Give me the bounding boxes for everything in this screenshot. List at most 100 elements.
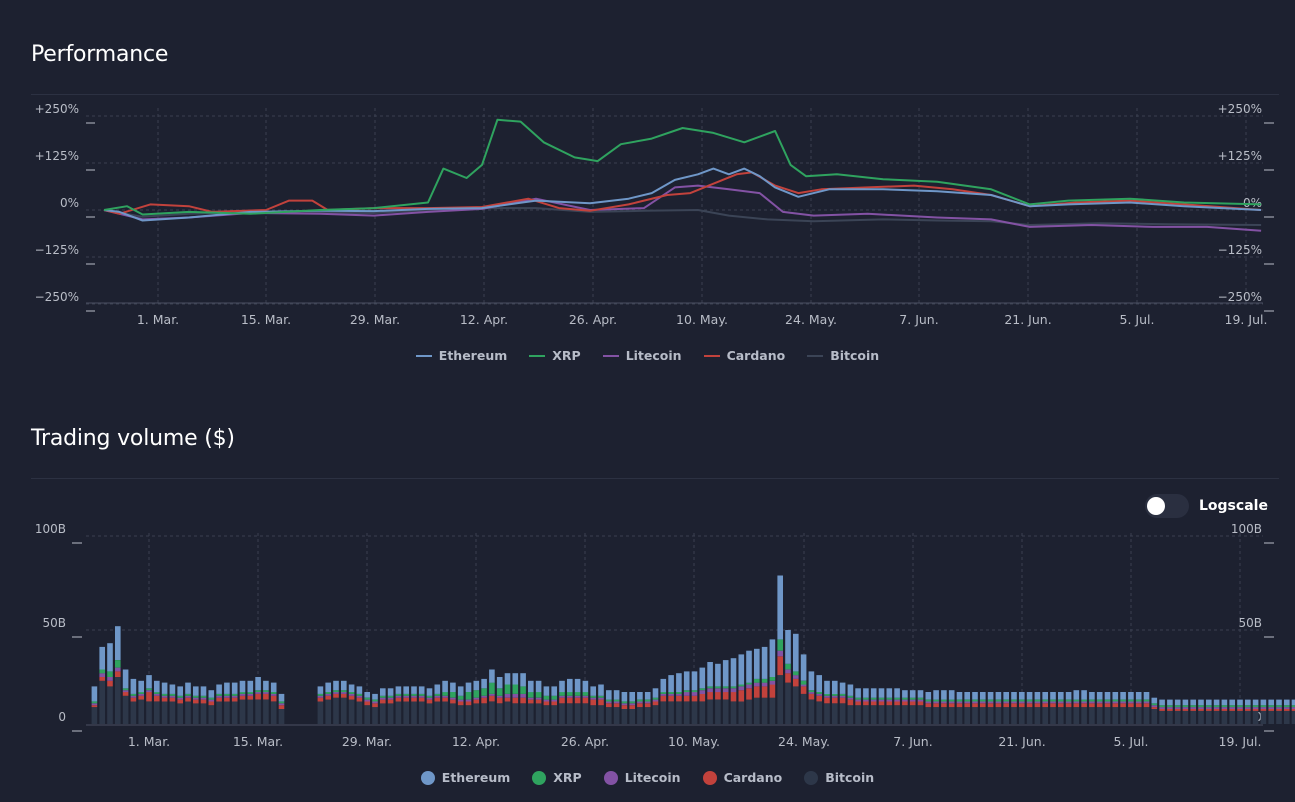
bar-segment-ethereum bbox=[606, 690, 612, 700]
bar-segment-xrp bbox=[1190, 705, 1196, 708]
bar-segment-cardano bbox=[193, 699, 199, 704]
bar-segment-ethereum bbox=[154, 680, 160, 693]
bar-segment-bitcoin bbox=[504, 701, 511, 724]
bar-segment-bitcoin bbox=[1159, 710, 1165, 724]
bar-segment-xrp bbox=[1019, 699, 1025, 702]
legend-item-litecoin[interactable]: Litecoin bbox=[602, 348, 682, 363]
bar-segment-litecoin bbox=[761, 682, 768, 687]
bar-segment-litecoin bbox=[1003, 701, 1009, 704]
bar-segment-litecoin bbox=[208, 699, 215, 702]
bar-segment-ethereum bbox=[411, 686, 417, 694]
bar-segment-bitcoin bbox=[1143, 707, 1150, 724]
bar-segment-cardano bbox=[1096, 703, 1103, 708]
bar-segment-litecoin bbox=[348, 693, 355, 696]
legend-item-cardano[interactable]: Cardano bbox=[703, 348, 786, 363]
volume-legend: Ethereum XRP Litecoin Cardano Bitcoin bbox=[0, 770, 1295, 785]
bar-segment-cardano bbox=[1065, 703, 1072, 708]
legend-item-xrp[interactable]: XRP bbox=[529, 348, 581, 363]
bar-segment-xrp bbox=[325, 692, 331, 694]
legend-item-ethereum[interactable]: Ethereum bbox=[415, 348, 507, 363]
bar-segment-litecoin bbox=[1034, 701, 1041, 704]
bar-segment-cardano bbox=[278, 705, 285, 709]
bar-segment-litecoin bbox=[987, 701, 994, 704]
bar-segment-xrp bbox=[1011, 699, 1017, 702]
bar-segment-ethereum bbox=[925, 692, 932, 700]
bar-segment-litecoin bbox=[107, 677, 113, 681]
legend-item-litecoin[interactable]: Litecoin bbox=[603, 770, 681, 785]
bar-segment-cardano bbox=[512, 697, 519, 704]
bar-segment-litecoin bbox=[450, 697, 456, 700]
bar-segment-ethereum bbox=[987, 692, 994, 700]
bar-segment-ethereum bbox=[870, 688, 877, 698]
bar-segment-xrp bbox=[348, 692, 355, 694]
bar-segment-cardano bbox=[1198, 709, 1204, 711]
bar-segment-cardano bbox=[832, 697, 838, 704]
bar-segment-ethereum bbox=[972, 692, 978, 700]
bar-segment-cardano bbox=[1042, 703, 1048, 708]
bar-segment-cardano bbox=[224, 697, 230, 702]
bar-segment-cardano bbox=[138, 695, 144, 700]
bar-segment-ethereum bbox=[1276, 699, 1282, 706]
logscale-switch[interactable] bbox=[1145, 494, 1189, 518]
y-tick-label-left: −125% bbox=[35, 243, 79, 257]
bar-segment-litecoin bbox=[691, 692, 698, 696]
legend-item-xrp[interactable]: XRP bbox=[532, 770, 582, 785]
bar-segment-ethereum bbox=[917, 690, 924, 698]
bar-segment-litecoin bbox=[1245, 707, 1251, 709]
bar-segment-cardano bbox=[520, 697, 526, 704]
legend-item-bitcoin[interactable]: Bitcoin bbox=[807, 348, 879, 363]
bar-segment-ethereum bbox=[1011, 692, 1017, 700]
bar-segment-bitcoin bbox=[870, 705, 877, 724]
bar-segment-cardano bbox=[1050, 703, 1056, 708]
bar-segment-cardano bbox=[598, 699, 604, 706]
bar-segment-bitcoin bbox=[933, 707, 939, 724]
bar-segment-litecoin bbox=[1206, 707, 1212, 709]
bar-segment-bitcoin bbox=[1245, 710, 1251, 724]
bar-segment-cardano bbox=[917, 701, 924, 706]
bar-segment-xrp bbox=[434, 693, 441, 696]
bar-segment-litecoin bbox=[644, 701, 651, 704]
bar-segment-bitcoin bbox=[1112, 707, 1119, 724]
bar-segment-xrp bbox=[746, 682, 752, 685]
legend-item-cardano[interactable]: Cardano bbox=[702, 770, 782, 785]
bar-segment-litecoin bbox=[863, 699, 869, 702]
bar-segment-cardano bbox=[528, 699, 534, 704]
bar-segment-bitcoin bbox=[1073, 707, 1080, 724]
bar-segment-xrp bbox=[808, 690, 815, 693]
legend-item-ethereum[interactable]: Ethereum bbox=[420, 770, 510, 785]
xrp-dot-swatch bbox=[532, 770, 547, 785]
performance-chart[interactable]: +250% +250% +125% +125% 0% 0% −125% −125% −250% −… bbox=[0, 94, 1295, 334]
bar-segment-cardano bbox=[730, 692, 737, 702]
bar-segment-ethereum bbox=[169, 684, 176, 694]
bar-segment-cardano bbox=[754, 686, 760, 698]
litecoin-line-swatch bbox=[602, 354, 619, 357]
bar-segment-xrp bbox=[1120, 699, 1126, 702]
trading-volume-chart[interactable]: 100B100B50B50B001. Mar.15. Mar.29. Mar.1… bbox=[0, 478, 1295, 768]
bar-segment-ethereum bbox=[1058, 692, 1064, 700]
bar-segment-bitcoin bbox=[582, 703, 589, 724]
bar-segment-bitcoin bbox=[356, 701, 363, 724]
bar-segment-cardano bbox=[1026, 703, 1033, 708]
logscale-toggle[interactable]: Logscale bbox=[1145, 494, 1268, 518]
legend-label: Cardano bbox=[726, 348, 786, 363]
bar-segment-bitcoin bbox=[824, 703, 830, 724]
bar-segment-bitcoin bbox=[995, 707, 1002, 724]
bar-segment-litecoin bbox=[683, 692, 690, 696]
bar-segment-bitcoin bbox=[115, 677, 121, 724]
bar-segment-ethereum bbox=[1112, 692, 1119, 700]
bar-segment-litecoin bbox=[1104, 701, 1111, 704]
bar-segment-xrp bbox=[683, 690, 690, 693]
bar-segment-bitcoin bbox=[1167, 710, 1173, 724]
bar-segment-litecoin bbox=[754, 682, 760, 687]
bar-segment-ethereum bbox=[1284, 699, 1290, 706]
bar-segment-ethereum bbox=[1213, 699, 1220, 706]
legend-item-bitcoin[interactable]: Bitcoin bbox=[804, 770, 874, 785]
bar-segment-bitcoin bbox=[1042, 707, 1048, 724]
bar-segment-ethereum bbox=[372, 693, 378, 700]
bar-segment-litecoin bbox=[1221, 707, 1228, 709]
bar-segment-bitcoin bbox=[1198, 710, 1204, 724]
bar-segment-bitcoin bbox=[1190, 710, 1196, 724]
bar-segment-cardano bbox=[231, 697, 238, 702]
bar-segment-ethereum bbox=[543, 686, 550, 696]
bar-segment-litecoin bbox=[481, 695, 487, 698]
